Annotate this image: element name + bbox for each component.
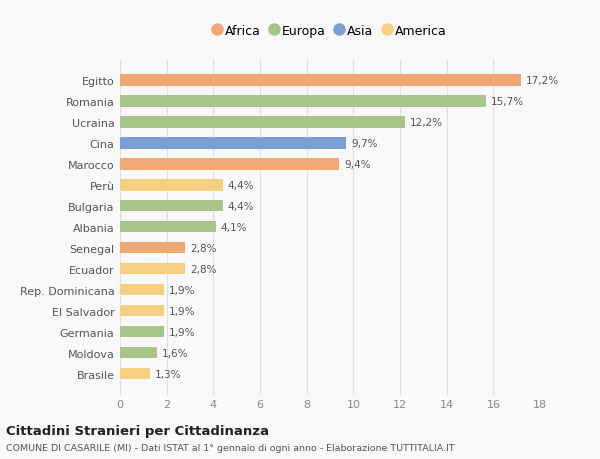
Text: 9,7%: 9,7% — [351, 139, 377, 148]
Bar — [120, 75, 521, 86]
Text: COMUNE DI CASARILE (MI) - Dati ISTAT al 1° gennaio di ogni anno - Elaborazione T: COMUNE DI CASARILE (MI) - Dati ISTAT al … — [6, 443, 455, 452]
Text: 2,8%: 2,8% — [190, 264, 217, 274]
Legend: Africa, Europa, Asia, America: Africa, Europa, Asia, America — [211, 22, 449, 40]
Text: 1,9%: 1,9% — [169, 327, 196, 337]
Bar — [120, 326, 164, 338]
Bar — [120, 159, 340, 170]
Bar — [120, 117, 404, 128]
Text: 1,6%: 1,6% — [162, 348, 188, 358]
Bar — [120, 201, 223, 212]
Bar — [120, 284, 164, 296]
Text: 17,2%: 17,2% — [526, 76, 559, 86]
Text: 9,4%: 9,4% — [344, 159, 371, 169]
Text: 12,2%: 12,2% — [409, 118, 442, 128]
Bar — [120, 221, 215, 233]
Bar — [120, 368, 151, 380]
Text: Cittadini Stranieri per Cittadinanza: Cittadini Stranieri per Cittadinanza — [6, 425, 269, 437]
Text: 15,7%: 15,7% — [491, 96, 524, 106]
Text: 1,3%: 1,3% — [155, 369, 182, 379]
Text: 4,4%: 4,4% — [227, 180, 254, 190]
Bar — [120, 242, 185, 254]
Text: 1,9%: 1,9% — [169, 285, 196, 295]
Text: 4,4%: 4,4% — [227, 202, 254, 211]
Text: 2,8%: 2,8% — [190, 243, 217, 253]
Bar — [120, 263, 185, 275]
Text: 1,9%: 1,9% — [169, 306, 196, 316]
Bar — [120, 96, 487, 107]
Bar — [120, 179, 223, 191]
Text: 4,1%: 4,1% — [220, 222, 247, 232]
Bar — [120, 305, 164, 317]
Bar — [120, 138, 346, 149]
Bar — [120, 347, 157, 358]
